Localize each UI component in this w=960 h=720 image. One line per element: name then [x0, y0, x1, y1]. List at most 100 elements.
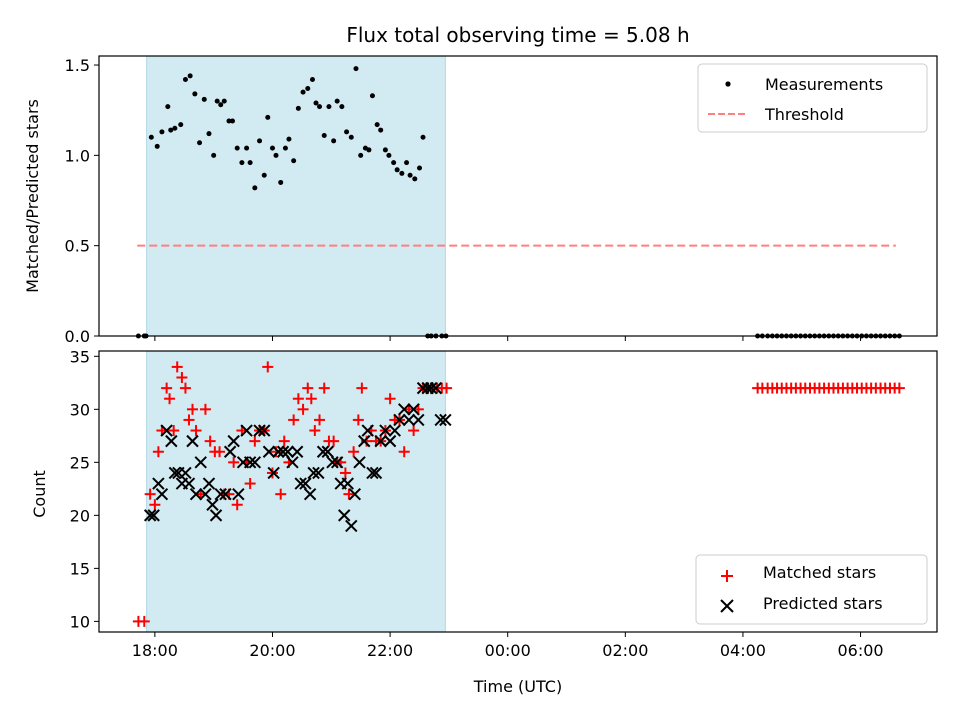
predicted-star-point	[434, 413, 447, 427]
matched-star-point	[144, 488, 156, 500]
bottom-y-ticks: 10 15 20 25 30 35	[70, 347, 99, 631]
matched-star-point	[339, 467, 351, 479]
measurement-point	[358, 152, 364, 158]
matched-star-point	[288, 414, 300, 426]
measurement-point	[326, 104, 332, 110]
matched-star-point	[228, 456, 240, 468]
predicted-star-point	[253, 424, 266, 437]
measurement-point	[331, 138, 337, 144]
measurement-point	[257, 138, 263, 144]
measurement-point	[265, 114, 271, 120]
matched-star-point	[408, 425, 420, 437]
measurement-point	[229, 118, 235, 124]
matched-star-point	[149, 499, 161, 511]
predicted-star-point	[276, 445, 290, 458]
predicted-star-point	[290, 445, 304, 458]
predicted-star-point	[338, 509, 351, 522]
measurement-point	[334, 98, 340, 104]
predicted-star-point	[425, 381, 438, 395]
measurement-points	[135, 66, 902, 339]
measurement-point	[291, 158, 297, 164]
predicted-star-point	[152, 477, 165, 490]
measurement-point	[382, 147, 388, 153]
bottom-y-tick-label: 20	[70, 506, 90, 525]
matched-star-point	[309, 425, 321, 437]
predicted-star-point	[353, 456, 366, 469]
predicted-star-point	[227, 434, 240, 448]
predicted-star-point	[232, 487, 245, 501]
measurement-point	[182, 76, 188, 82]
measurement-point	[321, 132, 327, 138]
matched-star-point	[348, 446, 360, 458]
matched-star-point	[190, 425, 202, 437]
top-y-tick-label: 0.0	[65, 327, 90, 346]
measurement-point	[339, 104, 345, 110]
x-tick-label: 20:00	[249, 641, 295, 660]
predicted-star-point	[303, 487, 317, 501]
matched-star-point	[214, 446, 226, 458]
predicted-star-point	[272, 445, 285, 458]
predicted-star-points	[143, 381, 452, 533]
measurement-point	[234, 145, 240, 151]
measurement-point	[197, 140, 203, 146]
predicted-star-point	[321, 445, 334, 458]
predicted-star-point	[439, 413, 452, 427]
legend-matched-marker	[721, 570, 733, 582]
predicted-star-point	[168, 466, 182, 480]
predicted-star-point	[160, 424, 173, 437]
matched-star-point	[262, 361, 274, 373]
measurement-point	[278, 179, 284, 185]
predicted-star-point	[143, 509, 157, 522]
top-axes-frame	[98, 55, 938, 337]
predicted-star-point	[358, 434, 371, 448]
matched-star-point	[275, 488, 287, 500]
measurement-point	[269, 145, 275, 151]
predicted-star-point	[206, 498, 219, 511]
predicted-star-point	[182, 477, 196, 490]
matched-star-point	[168, 425, 180, 437]
matched-star-point	[343, 488, 355, 500]
chart-title: Flux total observing time = 5.08 h	[346, 23, 689, 47]
bottom-y-tick-label: 10	[70, 612, 90, 631]
predicted-star-point	[429, 381, 443, 395]
bottom-observing-span	[146, 350, 446, 633]
top-observing-span	[146, 55, 446, 337]
measurement-point	[282, 145, 288, 151]
top-y-ticks: 0.0 0.5 1.0 1.5	[65, 56, 99, 346]
x-tick-label: 04:00	[720, 641, 766, 660]
measurement-point	[399, 170, 405, 176]
predicted-star-point	[223, 445, 237, 458]
measurement-point	[305, 86, 311, 92]
predicted-star-point	[369, 466, 383, 480]
measurement-point	[378, 127, 384, 133]
top-panel: 0.0 0.5 1.0 1.5 Matched/Predicted stars Mea…	[23, 55, 938, 346]
x-tick-label: 18:00	[132, 641, 178, 660]
predicted-star-point	[186, 434, 199, 448]
matched-star-point	[179, 382, 191, 394]
top-y-tick-label: 0.5	[65, 237, 90, 256]
predicted-star-point	[393, 413, 406, 427]
predicted-star-point	[383, 434, 397, 448]
matched-star-point	[231, 499, 243, 511]
measurement-point	[391, 160, 397, 166]
bottom-y-tick-label: 35	[70, 347, 90, 366]
measurement-point	[252, 185, 258, 191]
measurement-point	[309, 76, 315, 82]
measurement-point	[416, 165, 422, 171]
measurement-point	[226, 118, 232, 124]
predicted-star-point	[330, 456, 344, 469]
measurement-point	[239, 160, 245, 166]
top-legend: Measurements Threshold	[697, 63, 928, 133]
matched-star-point	[161, 382, 173, 394]
matched-star-point	[893, 382, 905, 394]
predicted-star-point	[209, 509, 223, 522]
legend-threshold-label: Threshold	[764, 105, 844, 124]
top-x-ticks	[154, 336, 862, 341]
matched-star-point	[187, 403, 199, 415]
measurement-point	[159, 129, 165, 135]
predicted-star-point	[219, 487, 232, 501]
predicted-star-point	[179, 466, 192, 480]
measurement-point	[192, 91, 198, 97]
measurement-point	[148, 134, 154, 140]
